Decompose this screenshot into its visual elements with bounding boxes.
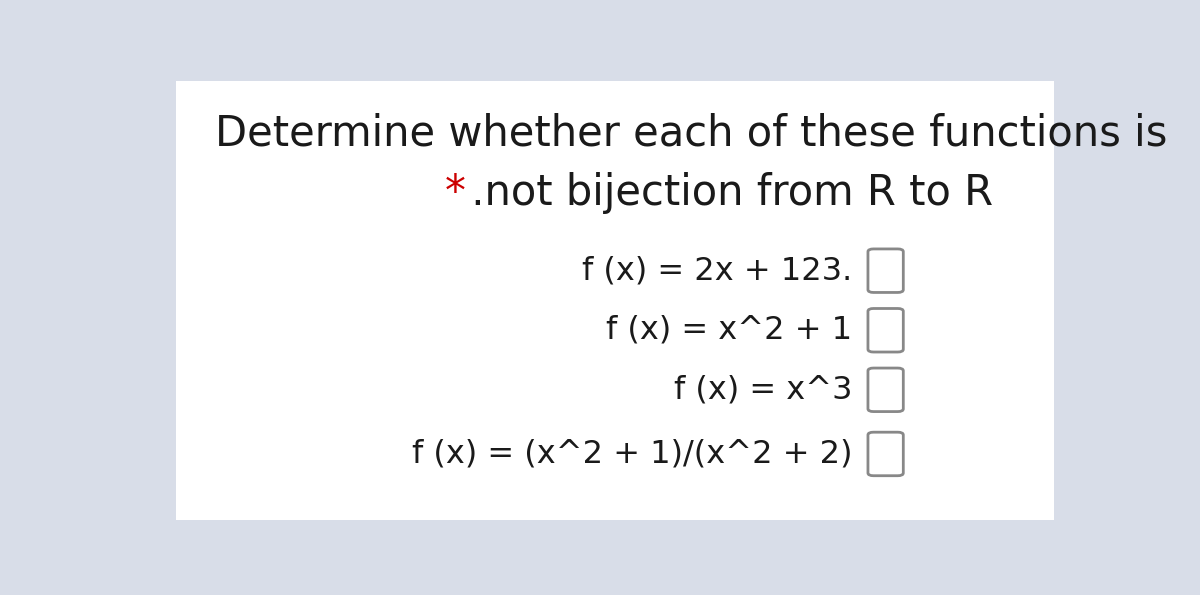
- Text: f (x) = x^3: f (x) = x^3: [673, 374, 852, 405]
- FancyBboxPatch shape: [868, 432, 904, 476]
- Text: *: *: [445, 172, 466, 214]
- Text: f (x) = (x^2 + 1)/(x^2 + 2): f (x) = (x^2 + 1)/(x^2 + 2): [412, 439, 852, 469]
- Text: f (x) = 2x + 123.: f (x) = 2x + 123.: [582, 255, 852, 286]
- Text: Determine whether each of these functions is: Determine whether each of these function…: [215, 112, 1168, 154]
- Text: .not bijection from R to R: .not bijection from R to R: [458, 172, 994, 214]
- FancyBboxPatch shape: [176, 80, 1054, 521]
- FancyBboxPatch shape: [868, 308, 904, 352]
- FancyBboxPatch shape: [868, 249, 904, 293]
- FancyBboxPatch shape: [868, 368, 904, 412]
- Text: f (x) = x^2 + 1: f (x) = x^2 + 1: [606, 315, 852, 346]
